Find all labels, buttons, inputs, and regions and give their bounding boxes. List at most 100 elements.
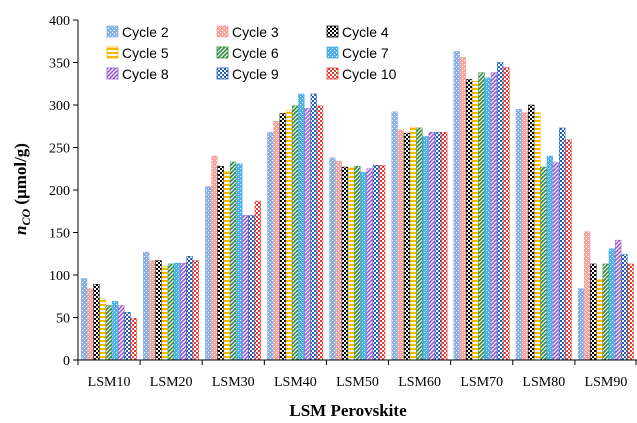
y-tick-label-200: 200 bbox=[49, 184, 70, 199]
y-tick-labels: 0 50 100 150 200 250 300 350 400 bbox=[49, 14, 70, 369]
y-tick-label-250: 250 bbox=[49, 142, 70, 157]
y-tick-label-300: 300 bbox=[49, 99, 70, 114]
bar-lsm90-cycle-2 bbox=[577, 288, 585, 361]
legend-swatch bbox=[326, 25, 339, 38]
y-tick-label-100: 100 bbox=[49, 269, 70, 284]
bar-lsm30-cycle-8 bbox=[242, 215, 249, 361]
bar-lsm10-cycle-2 bbox=[80, 278, 88, 361]
x-tick-label-lsm50: LSM50 bbox=[336, 375, 379, 390]
bar-lsm50-cycle-6 bbox=[354, 165, 361, 361]
x-tick-labels: LSM10 LSM20 LSM30 LSM40 LSM50 LSM60 LSM70 LSM80… bbox=[88, 375, 628, 390]
bar-lsm30-cycle-10 bbox=[254, 200, 262, 361]
bar-lsm90-cycle-7 bbox=[608, 248, 616, 361]
bar-lsm30-cycle-5 bbox=[223, 171, 231, 361]
legend-swatch bbox=[216, 25, 229, 38]
bar-lsm70-cycle-4 bbox=[465, 79, 473, 361]
legend-item-cycle-5: Cycle 5 bbox=[106, 45, 169, 61]
bar-lsm40-cycle-2 bbox=[267, 131, 274, 361]
bar-lsm70-cycle-6 bbox=[478, 72, 485, 361]
bar-lsm80-cycle-10 bbox=[565, 139, 572, 361]
y-axis-title-subscript: CO bbox=[19, 209, 33, 226]
bar-lsm50-cycle-3 bbox=[335, 160, 342, 361]
bar-lsm10-cycle-7 bbox=[111, 301, 119, 361]
bar-lsm60-cycle-5 bbox=[410, 126, 417, 361]
bar-lsm40-cycle-10 bbox=[316, 105, 324, 361]
legend-swatch bbox=[326, 46, 339, 59]
legend-item-cycle-6: Cycle 6 bbox=[216, 45, 279, 61]
bar-lsm90-cycle-8 bbox=[614, 239, 622, 361]
legend-label: Cycle 4 bbox=[342, 24, 389, 40]
bar-lsm20-cycle-2 bbox=[143, 251, 150, 361]
bar-lsm60-cycle-7 bbox=[422, 136, 429, 361]
legend-label: Cycle 8 bbox=[122, 66, 169, 82]
bar-lsm70-cycle-2 bbox=[453, 51, 460, 361]
bar-lsm40-cycle-9 bbox=[310, 93, 317, 361]
bar-lsm50-cycle-2 bbox=[329, 157, 336, 361]
bar-lsm30-cycle-9 bbox=[248, 215, 255, 361]
bar-lsm30-cycle-6 bbox=[229, 161, 237, 361]
bar-lsm90-cycle-9 bbox=[621, 254, 628, 361]
bar-lsm20-cycle-9 bbox=[186, 256, 193, 361]
bar-lsm10-cycle-10 bbox=[130, 318, 137, 361]
bar-lsm60-cycle-6 bbox=[416, 127, 423, 361]
x-tick-label-lsm80: LSM80 bbox=[522, 375, 565, 390]
bar-lsm80-cycle-7 bbox=[546, 155, 553, 361]
bar-lsm20-cycle-3 bbox=[149, 260, 156, 361]
bar-lsm30-cycle-7 bbox=[236, 163, 243, 361]
bar-lsm50-cycle-5 bbox=[347, 167, 355, 361]
bar-lsm70-cycle-8 bbox=[490, 72, 498, 361]
legend-label: Cycle 3 bbox=[232, 24, 279, 40]
bar-lsm20-cycle-7 bbox=[174, 262, 181, 361]
bar-lsm50-cycle-7 bbox=[360, 171, 367, 361]
legend-item-cycle-9: Cycle 9 bbox=[216, 66, 279, 82]
bar-lsm80-cycle-8 bbox=[552, 162, 560, 361]
bar-lsm70-cycle-7 bbox=[484, 77, 491, 361]
bar-lsm80-cycle-6 bbox=[540, 166, 547, 361]
bar-lsm60-cycle-9 bbox=[434, 131, 442, 361]
x-axis-title: LSM Perovskite bbox=[289, 401, 407, 420]
bar-lsm50-cycle-9 bbox=[372, 165, 380, 361]
bar-lsm60-cycle-10 bbox=[441, 131, 448, 361]
y-tick-label-50: 50 bbox=[56, 312, 70, 327]
bar-lsm10-cycle-3 bbox=[87, 288, 94, 361]
bar-lsm20-cycle-6 bbox=[167, 263, 175, 361]
legend-swatch bbox=[216, 46, 229, 59]
bar-lsm60-cycle-4 bbox=[403, 132, 411, 361]
bar-lsm30-cycle-2 bbox=[205, 186, 212, 361]
y-tick-label-400: 400 bbox=[49, 14, 70, 29]
bar-lsm80-cycle-4 bbox=[528, 104, 535, 361]
bar-lsm20-cycle-5 bbox=[161, 266, 168, 361]
bar-lsm80-cycle-9 bbox=[559, 127, 566, 361]
bar-lsm30-cycle-4 bbox=[217, 165, 224, 361]
bar-lsm60-cycle-8 bbox=[428, 131, 435, 361]
bar-lsm40-cycle-4 bbox=[279, 113, 286, 361]
legend-swatch bbox=[106, 46, 119, 59]
bar-lsm90-cycle-10 bbox=[627, 263, 634, 361]
x-tick-label-lsm10: LSM10 bbox=[88, 375, 131, 390]
bar-lsm60-cycle-2 bbox=[391, 111, 398, 361]
legend: Cycle 2 Cycle 3 Cycle 4 Cycle 5 Cycle 6 Cycle… bbox=[106, 24, 397, 82]
y-axis-title-units: (μmol/g) bbox=[11, 143, 30, 209]
y-axis-title-symbol: n bbox=[11, 226, 30, 235]
x-tick-label-lsm20: LSM20 bbox=[150, 375, 193, 390]
y-tick-label-150: 150 bbox=[49, 227, 70, 242]
x-tick-label-lsm60: LSM60 bbox=[398, 375, 441, 390]
bar-lsm70-cycle-3 bbox=[459, 57, 467, 361]
legend-label: Cycle 6 bbox=[232, 45, 279, 61]
x-tick-label-lsm70: LSM70 bbox=[460, 375, 503, 390]
bar-lsm80-cycle-2 bbox=[515, 109, 522, 361]
bar-lsm70-cycle-5 bbox=[472, 80, 479, 361]
x-tick-label-lsm40: LSM40 bbox=[274, 375, 317, 390]
bars-layer bbox=[80, 51, 634, 361]
legend-item-cycle-8: Cycle 8 bbox=[106, 66, 169, 82]
legend-label: Cycle 10 bbox=[342, 66, 397, 82]
legend-item-cycle-7: Cycle 7 bbox=[326, 45, 389, 61]
legend-swatch bbox=[106, 67, 119, 80]
bar-lsm10-cycle-9 bbox=[124, 312, 131, 361]
bar-lsm40-cycle-5 bbox=[285, 109, 293, 361]
bar-lsm10-cycle-8 bbox=[118, 305, 125, 361]
y-tick-label-350: 350 bbox=[49, 57, 70, 72]
axes-layer bbox=[73, 19, 637, 365]
legend-item-cycle-2: Cycle 2 bbox=[106, 24, 169, 40]
